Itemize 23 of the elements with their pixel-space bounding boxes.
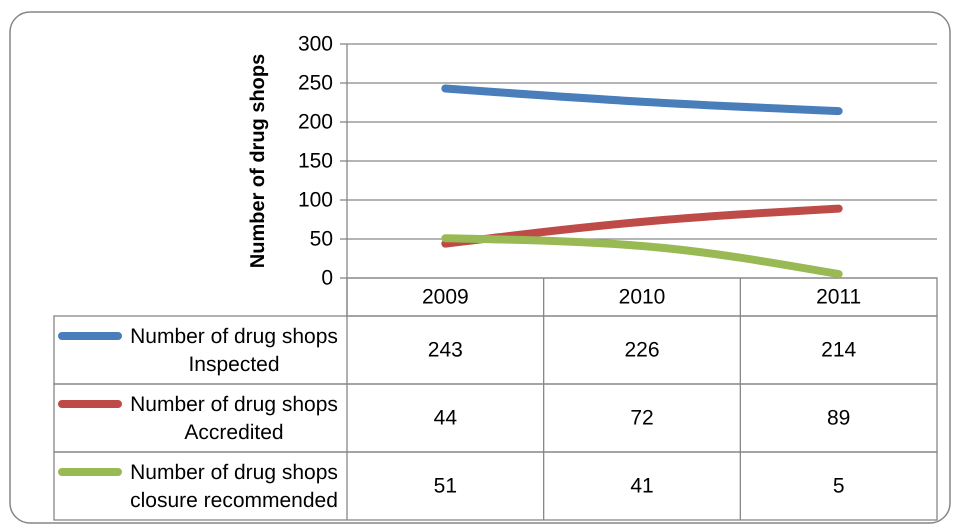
data-label: 214 [821, 338, 856, 362]
y-tick-label: 200 [298, 110, 333, 134]
y-tick-label: 0 [321, 266, 333, 290]
y-tick-label: 50 [310, 228, 333, 250]
data-label: 44 [434, 406, 458, 430]
x-tick-label: 2009 [422, 286, 469, 308]
data-label: 51 [434, 474, 458, 498]
y-tick-label: 300 [298, 32, 333, 56]
data-label: 226 [624, 338, 660, 362]
y-axis-title: Number of drug shops [247, 54, 269, 268]
legend-label: Number of drug shops Accredited [130, 392, 338, 444]
legend-label: Number of drug shops Inspected [130, 324, 338, 376]
data-label: 72 [630, 406, 654, 430]
y-tick-label: 250 [298, 72, 333, 94]
data-label: 5 [832, 474, 845, 498]
data-label: 41 [630, 474, 654, 498]
data-label: 243 [428, 338, 463, 362]
x-tick-label: 2010 [618, 286, 666, 308]
x-tick-label: 2011 [816, 286, 862, 308]
data-label: 89 [826, 406, 850, 430]
legend-label: Number of drug shops closure recommended [130, 460, 338, 512]
y-tick-label: 150 [298, 150, 333, 172]
y-tick-label: 100 [298, 188, 333, 212]
